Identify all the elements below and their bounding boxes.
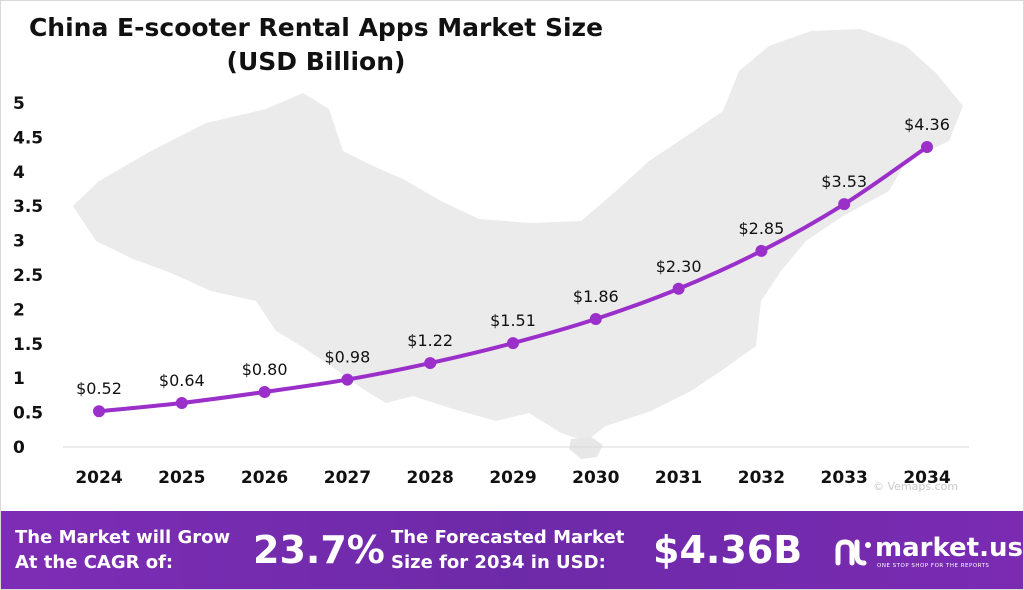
x-tick-label: 2024 xyxy=(75,468,122,488)
data-point xyxy=(838,198,851,211)
x-tick-label: 2025 xyxy=(158,468,205,488)
y-tick-label: 3.5 xyxy=(13,197,43,217)
x-axis-ticks: 2024 2025 2026 2027 2028 2029 2030 2031 2032 2033… xyxy=(75,468,950,488)
x-tick-label: 2027 xyxy=(324,468,371,488)
data-point xyxy=(755,244,768,257)
data-points xyxy=(93,141,933,418)
data-label: $1.86 xyxy=(573,287,619,306)
y-tick-label: 4 xyxy=(13,163,25,183)
data-point xyxy=(341,373,354,386)
forecast-value: $4.36B xyxy=(653,528,803,572)
chart-title: China E-scooter Rental Apps Market Size xyxy=(28,13,604,42)
forecast-label-line-2: Size for 2034 in USD: xyxy=(391,552,606,573)
data-label: $3.53 xyxy=(821,172,867,191)
forecast-label: The Forecasted Market Size for 2034 in U… xyxy=(391,525,624,575)
china-map-background: © Vemaps.com xyxy=(73,29,963,493)
y-tick-label: 0 xyxy=(13,438,25,458)
cagr-value: 23.7% xyxy=(253,528,385,572)
data-label: $0.64 xyxy=(159,371,205,390)
cagr-label-line-2: At the CAGR of: xyxy=(15,552,174,573)
summary-footer: The Market will Grow At the CAGR of: 23.… xyxy=(1,511,1023,589)
data-label: $2.30 xyxy=(656,257,702,276)
cagr-label: The Market will Grow At the CAGR of: xyxy=(15,525,230,575)
y-axis-ticks: 0 0.5 1 1.5 2 2.5 3 3.5 4 4.5 5 xyxy=(13,94,43,458)
chart-title-block: China E-scooter Rental Apps Market Size … xyxy=(1,11,631,79)
y-tick-label: 1.5 xyxy=(13,335,43,355)
x-tick-label: 2030 xyxy=(572,468,619,488)
y-tick-label: 2 xyxy=(13,300,25,320)
data-point xyxy=(258,385,271,398)
brand-name: market.us xyxy=(875,533,1023,563)
data-point xyxy=(507,337,519,350)
map-watermark: © Vemaps.com xyxy=(873,480,958,493)
cagr-label-line-1: The Market will Grow xyxy=(15,527,231,548)
x-tick-label: 2029 xyxy=(489,468,536,488)
y-tick-label: 5 xyxy=(13,94,25,114)
x-tick-label: 2028 xyxy=(407,468,454,488)
data-label: $4.36 xyxy=(904,115,950,134)
y-tick-label: 1 xyxy=(13,369,25,389)
chart-subtitle: (USD Billion) xyxy=(226,47,406,76)
y-tick-label: 0.5 xyxy=(13,404,43,424)
forecast-label-line-1: The Forecasted Market xyxy=(391,527,625,548)
data-label: $1.51 xyxy=(490,311,536,330)
data-label: $0.52 xyxy=(76,379,122,398)
data-point xyxy=(921,141,933,154)
x-tick-label: 2026 xyxy=(241,468,288,488)
data-label: $2.85 xyxy=(738,219,784,238)
x-tick-label: 2031 xyxy=(655,468,702,488)
data-label: $0.80 xyxy=(242,360,288,379)
x-tick-label: 2033 xyxy=(821,468,868,488)
data-point xyxy=(175,396,188,409)
data-label: $0.98 xyxy=(324,348,370,367)
data-point xyxy=(93,405,105,418)
data-point xyxy=(424,357,437,370)
data-point xyxy=(672,282,685,295)
y-tick-label: 2.5 xyxy=(13,266,43,286)
data-labels: $0.52 $0.64 $0.80 $0.98 $1.22 $1.51 $1.86 $2.30… xyxy=(76,115,950,398)
line-chart: © Vemaps.com 00.511.522.533.544.55 2024 2… xyxy=(13,29,969,493)
y-tick-label: 4.5 xyxy=(13,128,43,148)
data-point xyxy=(589,313,602,326)
x-tick-label: 2034 xyxy=(903,468,950,488)
brand-tagline: ONE STOP SHOP FOR THE REPORTS xyxy=(877,563,990,569)
data-label: $1.22 xyxy=(407,331,453,350)
market-us-logo-icon xyxy=(835,539,871,566)
y-tick-label: 3 xyxy=(13,232,25,252)
x-tick-label: 2032 xyxy=(738,468,785,488)
brand-logo: market.us ONE STOP SHOP FOR THE REPORTS xyxy=(833,531,1023,575)
